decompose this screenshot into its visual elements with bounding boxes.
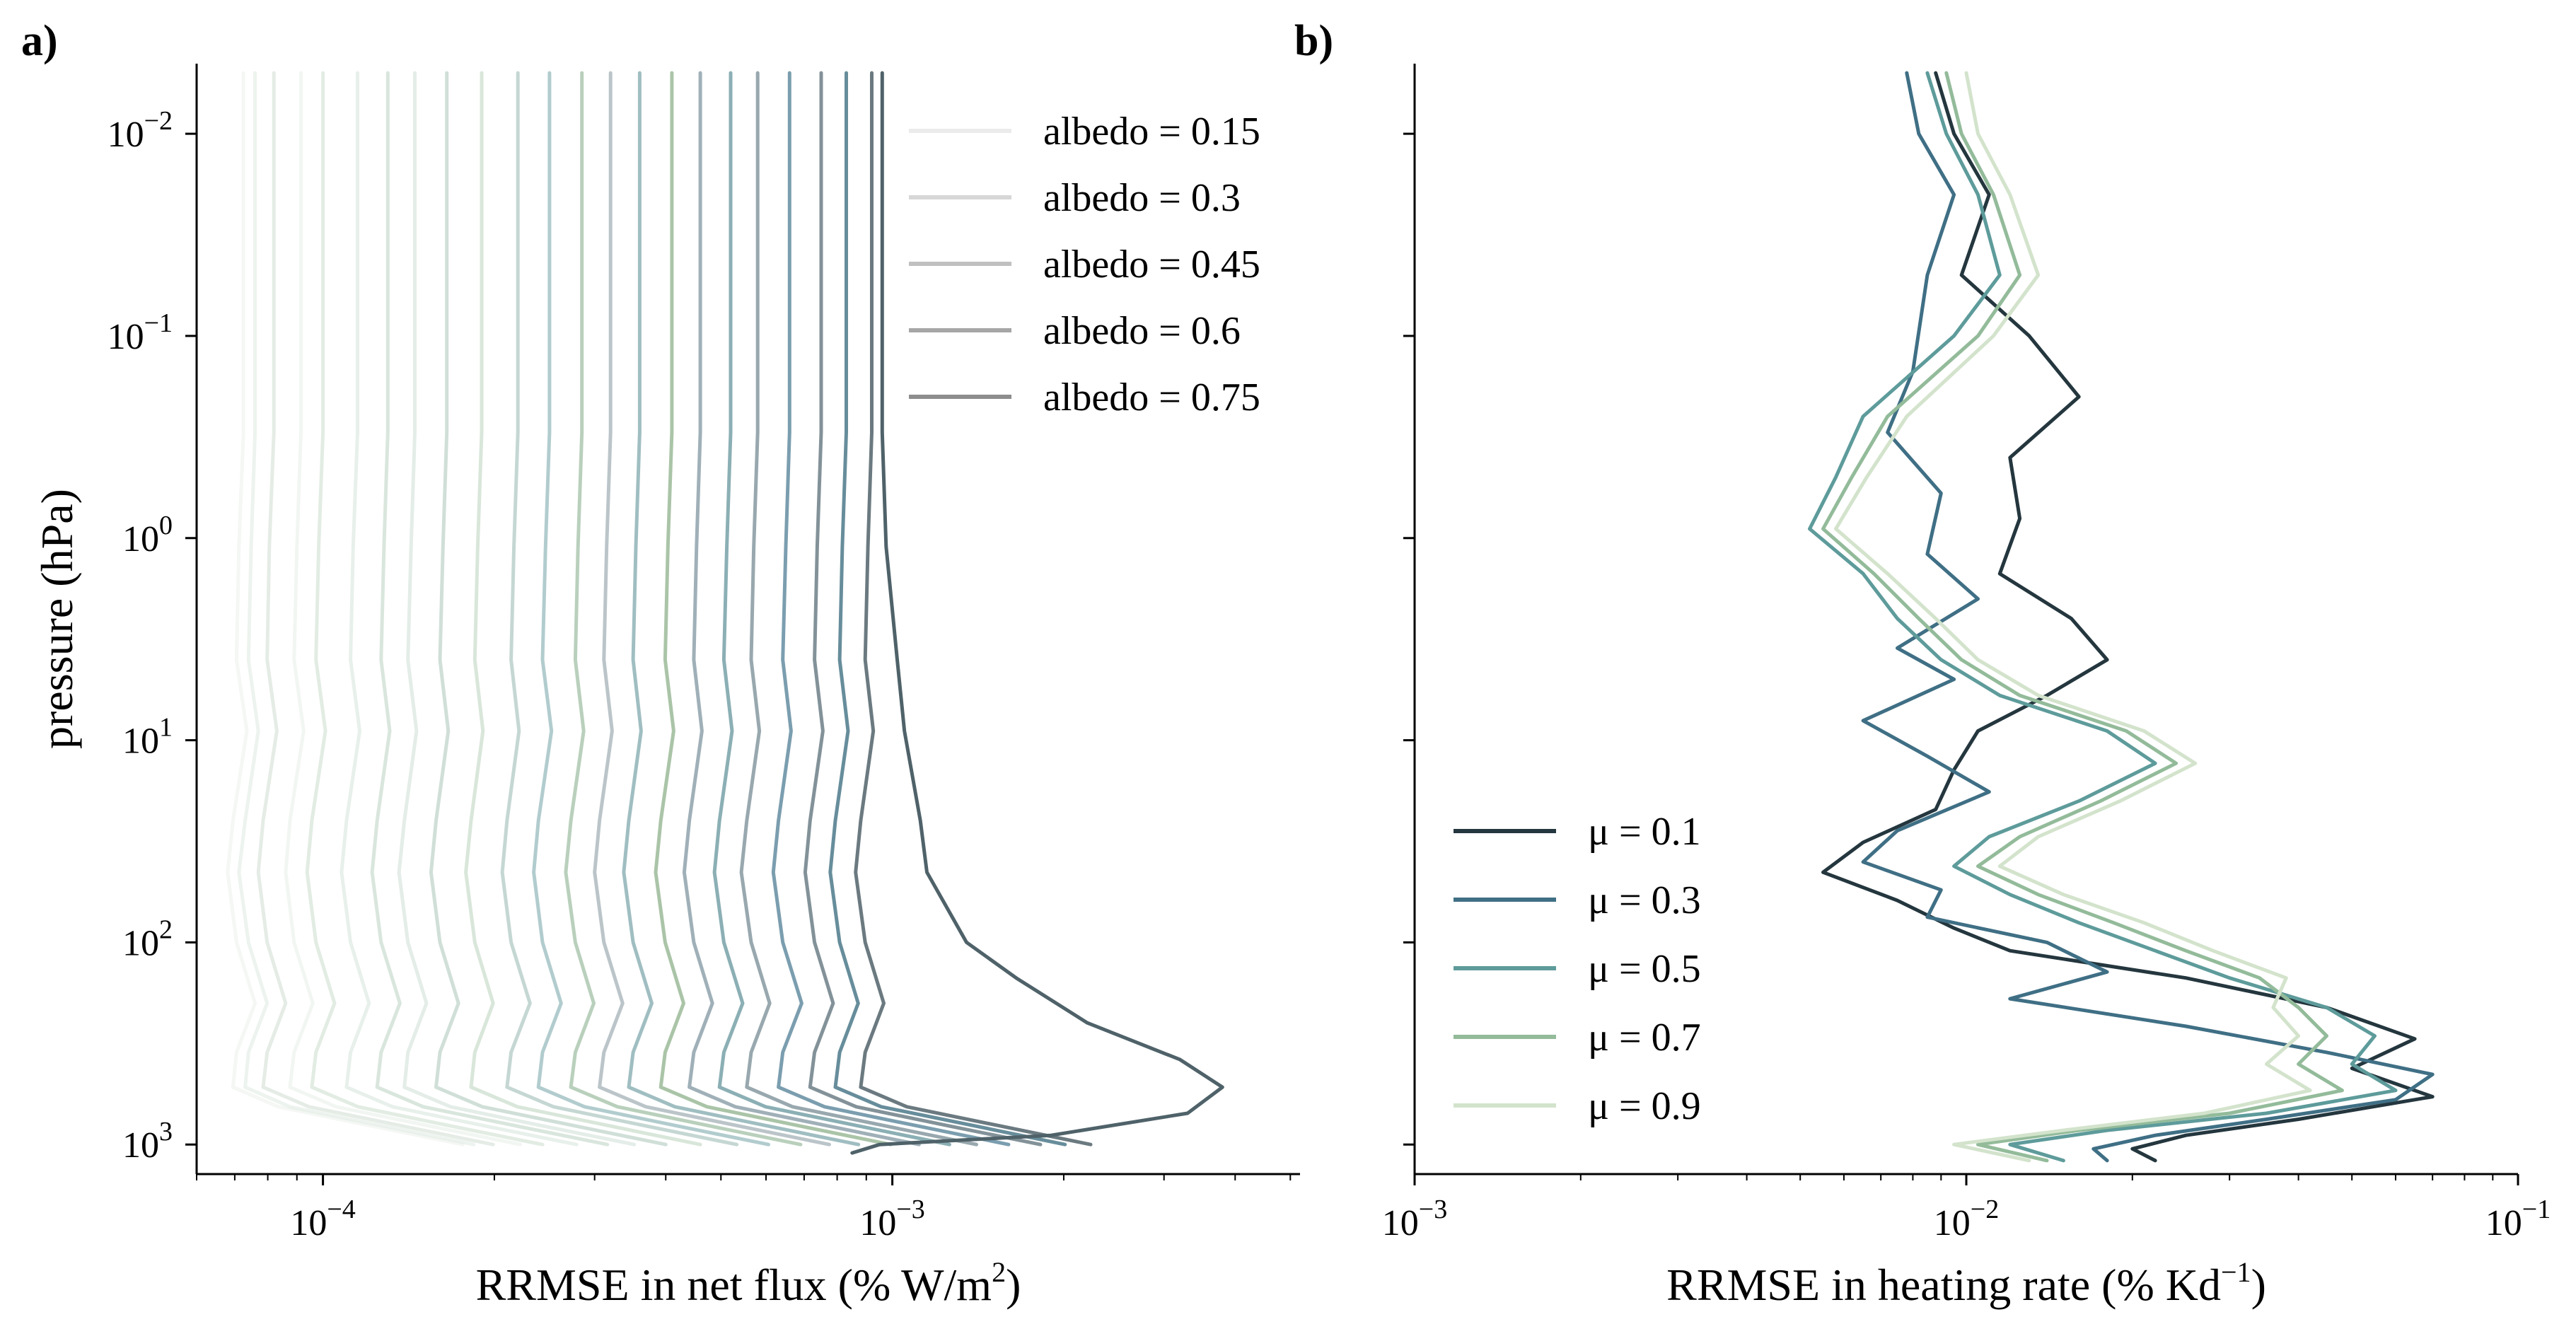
panel-a-legend-label: albedo = 0.15	[1043, 110, 1260, 153]
panel-a-y-tick-label: 10−2	[108, 106, 173, 155]
panel-a-series-line-11	[532, 71, 770, 1146]
panel-a-x-tick-label: 10−3	[859, 1195, 924, 1243]
panel-b: b) 10−3 10−2 10−1 RRMSE in heating rate (%…	[1294, 17, 2551, 1310]
panel-b-xlabel-tail: )	[2251, 1260, 2266, 1310]
panel-a-legend: albedo = 0.15 albedo = 0.3 albedo = 0.45 al…	[909, 110, 1260, 419]
panel-a-y-tick-label: 100	[122, 511, 173, 559]
panel-a-series-line-12	[564, 71, 803, 1146]
panel-a-xlabel-main: RRMSE in net flux (% W/m	[476, 1260, 992, 1310]
panel-a-series-line-14	[622, 71, 861, 1146]
panel-a-series-line-23	[850, 71, 1224, 1155]
panel-a-y-axis-title: pressure (hPa)	[32, 489, 82, 749]
panel-a-series-line-19	[771, 71, 1011, 1146]
panel-a-label: a)	[21, 17, 58, 65]
panel-a-legend-label: albedo = 0.3	[1043, 176, 1241, 220]
panel-b-label: b)	[1294, 17, 1333, 65]
panel-a-series-line-17	[712, 71, 951, 1146]
panel-a-y-tick-label: 10−1	[108, 308, 173, 357]
panel-a-series-line-18	[739, 71, 978, 1146]
panel-a-series-line-21	[828, 71, 1067, 1146]
panel-a-series-line-15	[654, 71, 893, 1146]
panel-b-legend-label: μ = 0.9	[1588, 1084, 1701, 1128]
panel-a-xlabel-sup: 2	[992, 1256, 1006, 1288]
panel-b-x-tick-label: 10−3	[1382, 1195, 1447, 1243]
panel-a-y-tick-label: 101	[122, 713, 173, 762]
panel-a-legend-label: albedo = 0.6	[1043, 309, 1241, 353]
panel-a-series-line-7	[397, 71, 637, 1146]
panel-b-series-line-0	[1821, 71, 2435, 1163]
panel-a-x-axis-title: RRMSE in net flux (% W/m2)	[476, 1256, 1021, 1310]
panel-a-y-ticks: 10−2 10−1 100 101 102 103	[108, 106, 197, 1166]
panel-a-x-ticks: 10−4 10−3	[196, 1174, 1292, 1243]
panel-a-legend-label: albedo = 0.45	[1043, 243, 1260, 286]
panel-b-x-tick-label: 10−1	[2485, 1195, 2551, 1243]
panel-a-series-line-2	[256, 71, 495, 1146]
panel-b-legend-label: μ = 0.3	[1588, 878, 1701, 922]
panel-a-series-line-16	[682, 71, 921, 1146]
panel-b-series-line-2	[1808, 71, 2398, 1163]
panel-b-series-line-3	[1821, 71, 2344, 1163]
panel-a-xlabel-tail: )	[1006, 1260, 1021, 1310]
panel-a-series-line-20	[803, 71, 1043, 1146]
panel-a-series-line-4	[305, 71, 545, 1146]
panel-b-curves	[1808, 71, 2435, 1163]
panel-a-series-line-5	[340, 71, 579, 1146]
panel-a: a) 10−4 10−3 10−2 10−1 100 101 102 103 RRMSE i…	[21, 17, 1300, 1310]
panel-b-series-line-4	[1834, 71, 2312, 1163]
panel-b-series-line-1	[1861, 71, 2435, 1163]
panel-a-y-tick-label: 103	[122, 1117, 173, 1166]
panel-b-legend-label: μ = 0.5	[1588, 947, 1701, 991]
panel-b-x-tick-label: 10−2	[1934, 1195, 1999, 1243]
panel-a-series-line-13	[593, 71, 831, 1146]
panel-b-legend: μ = 0.1 μ = 0.3 μ = 0.5 μ = 0.7 μ = 0.9	[1454, 810, 1701, 1128]
panel-a-series-line-10	[500, 71, 739, 1146]
panel-a-curves	[226, 71, 1224, 1155]
panel-a-legend-label: albedo = 0.75	[1043, 376, 1260, 419]
panel-b-x-ticks: 10−3 10−2 10−1	[1382, 1174, 2551, 1243]
panel-a-series-line-0	[226, 71, 465, 1146]
panel-a-series-line-22	[854, 71, 1093, 1146]
panel-b-y-ticks	[1403, 132, 1415, 1146]
panel-a-x-tick-label: 10−4	[290, 1195, 355, 1243]
panel-a-series-line-1	[237, 71, 476, 1146]
panel-a-series-line-6	[370, 71, 610, 1146]
panel-b-x-axis-title: RRMSE in heating rate (% Kd−1)	[1666, 1256, 2266, 1310]
panel-b-legend-label: μ = 0.1	[1588, 810, 1701, 854]
panel-a-series-line-9	[464, 71, 702, 1146]
panel-b-xlabel-main: RRMSE in heating rate (% Kd	[1666, 1260, 2221, 1310]
panel-a-series-line-8	[429, 71, 668, 1146]
panel-b-xlabel-sup: −1	[2221, 1256, 2251, 1288]
panel-a-y-tick-label: 102	[122, 915, 173, 963]
panel-b-legend-label: μ = 0.7	[1588, 1016, 1701, 1060]
panel-a-series-line-3	[284, 71, 522, 1146]
